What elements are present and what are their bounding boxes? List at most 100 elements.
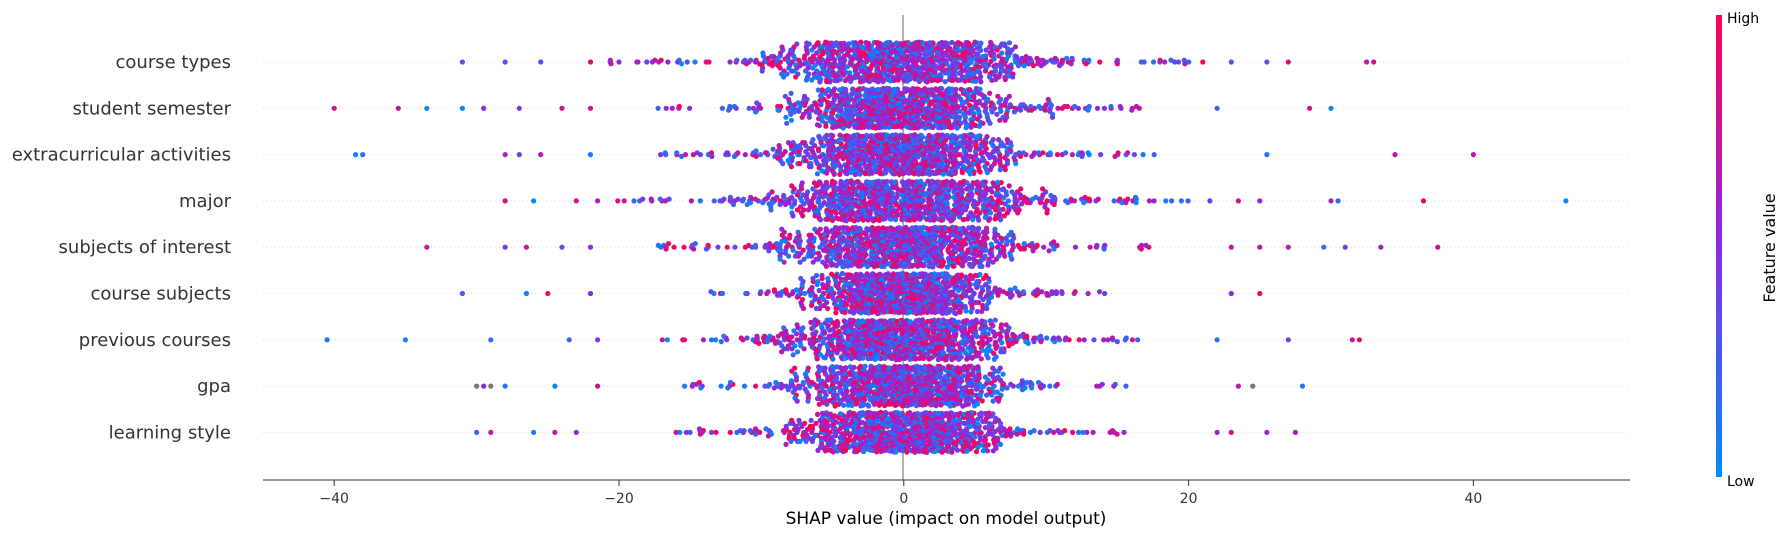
shap-point [779,44,785,50]
shap-point [1063,150,1069,156]
shap-point [666,241,672,247]
shap-point [994,111,1000,117]
shap-point [1006,73,1012,79]
shap-point [1006,183,1012,189]
shap-point [929,263,935,269]
shap-point [926,171,932,177]
shap-point [615,198,621,204]
shap-point [935,78,941,84]
shap-point [1018,186,1024,192]
shap-point [1030,248,1036,254]
shap-point [806,232,812,238]
shap-point [880,87,886,93]
shap-point [976,217,982,223]
shap-point [959,170,966,176]
shap-point [810,53,817,59]
shap-point [895,77,901,83]
shap-point [871,264,878,270]
shap-point [958,64,964,70]
shap-point [896,109,902,116]
shap-point [823,123,829,129]
shap-point [804,40,810,46]
shap-point [975,51,981,58]
shap-point [967,102,973,108]
shap-point [918,132,924,138]
shap-point [1082,194,1088,200]
shap-point [840,72,847,78]
shap-point [1013,54,1020,60]
shap-point [938,263,944,269]
shap-point [631,198,637,204]
shap-point [1141,59,1147,65]
shap-point [1006,40,1013,46]
shap-point [608,61,614,67]
shap-point [800,140,806,146]
shap-point [898,124,905,130]
shap-point [851,218,857,224]
shap-point [767,241,773,247]
shap-point [913,224,919,231]
shap-point [753,153,759,159]
shap-point [766,248,772,254]
shap-point [997,117,1003,123]
shap-point [730,201,737,208]
shap-point [887,226,893,232]
shap-point [816,123,822,129]
shap-point [990,259,996,265]
shap-point [960,217,966,223]
shap-point [753,57,759,63]
shap-point [950,263,956,269]
shap-point [944,61,950,67]
shap-point [986,217,992,223]
shap-point [760,50,766,56]
shap-point [1072,103,1078,110]
shap-point [1114,61,1120,67]
shap-point [1040,186,1046,192]
shap-point [970,180,976,186]
shap-point [1146,198,1152,204]
shap-point [918,178,924,184]
shap-point [1138,246,1144,252]
shap-point [727,194,734,200]
shap-point [1052,196,1058,202]
shap-point [939,39,945,46]
shap-point [834,77,841,84]
shap-point [1081,200,1087,206]
shap-point [814,41,820,47]
shap-point [794,41,800,47]
shap-point [1010,74,1016,80]
shap-point [976,225,982,231]
shap-point [790,247,796,253]
shap-point [1175,59,1182,65]
shap-point [840,61,847,67]
shap-point [949,39,955,46]
shap-point [1033,194,1039,200]
shap-point [917,225,924,231]
shap-point [962,78,968,84]
shap-point [887,87,893,93]
feature-label: course subjects [90,284,231,305]
shap-point [1178,198,1184,204]
shap-point [808,164,814,170]
shap-point [877,170,883,176]
shap-point [817,226,823,232]
shap-point [983,225,990,231]
shap-point [992,216,998,222]
shap-point [1157,57,1163,63]
shap-point [977,86,983,92]
shap-point [967,87,973,93]
shap-point [891,123,897,130]
shap-point [1150,59,1157,65]
shap-point [849,225,855,231]
shap-point [899,263,905,269]
shap-point [1069,55,1075,62]
shap-point [1264,59,1270,65]
shap-point [820,247,827,253]
shap-point [1114,57,1120,63]
shap-point [1214,105,1220,111]
shap-point [847,70,853,76]
shap-point [1013,207,1019,213]
shap-point [1048,192,1054,199]
shap-point [1002,76,1008,83]
shap-point [1108,103,1114,110]
